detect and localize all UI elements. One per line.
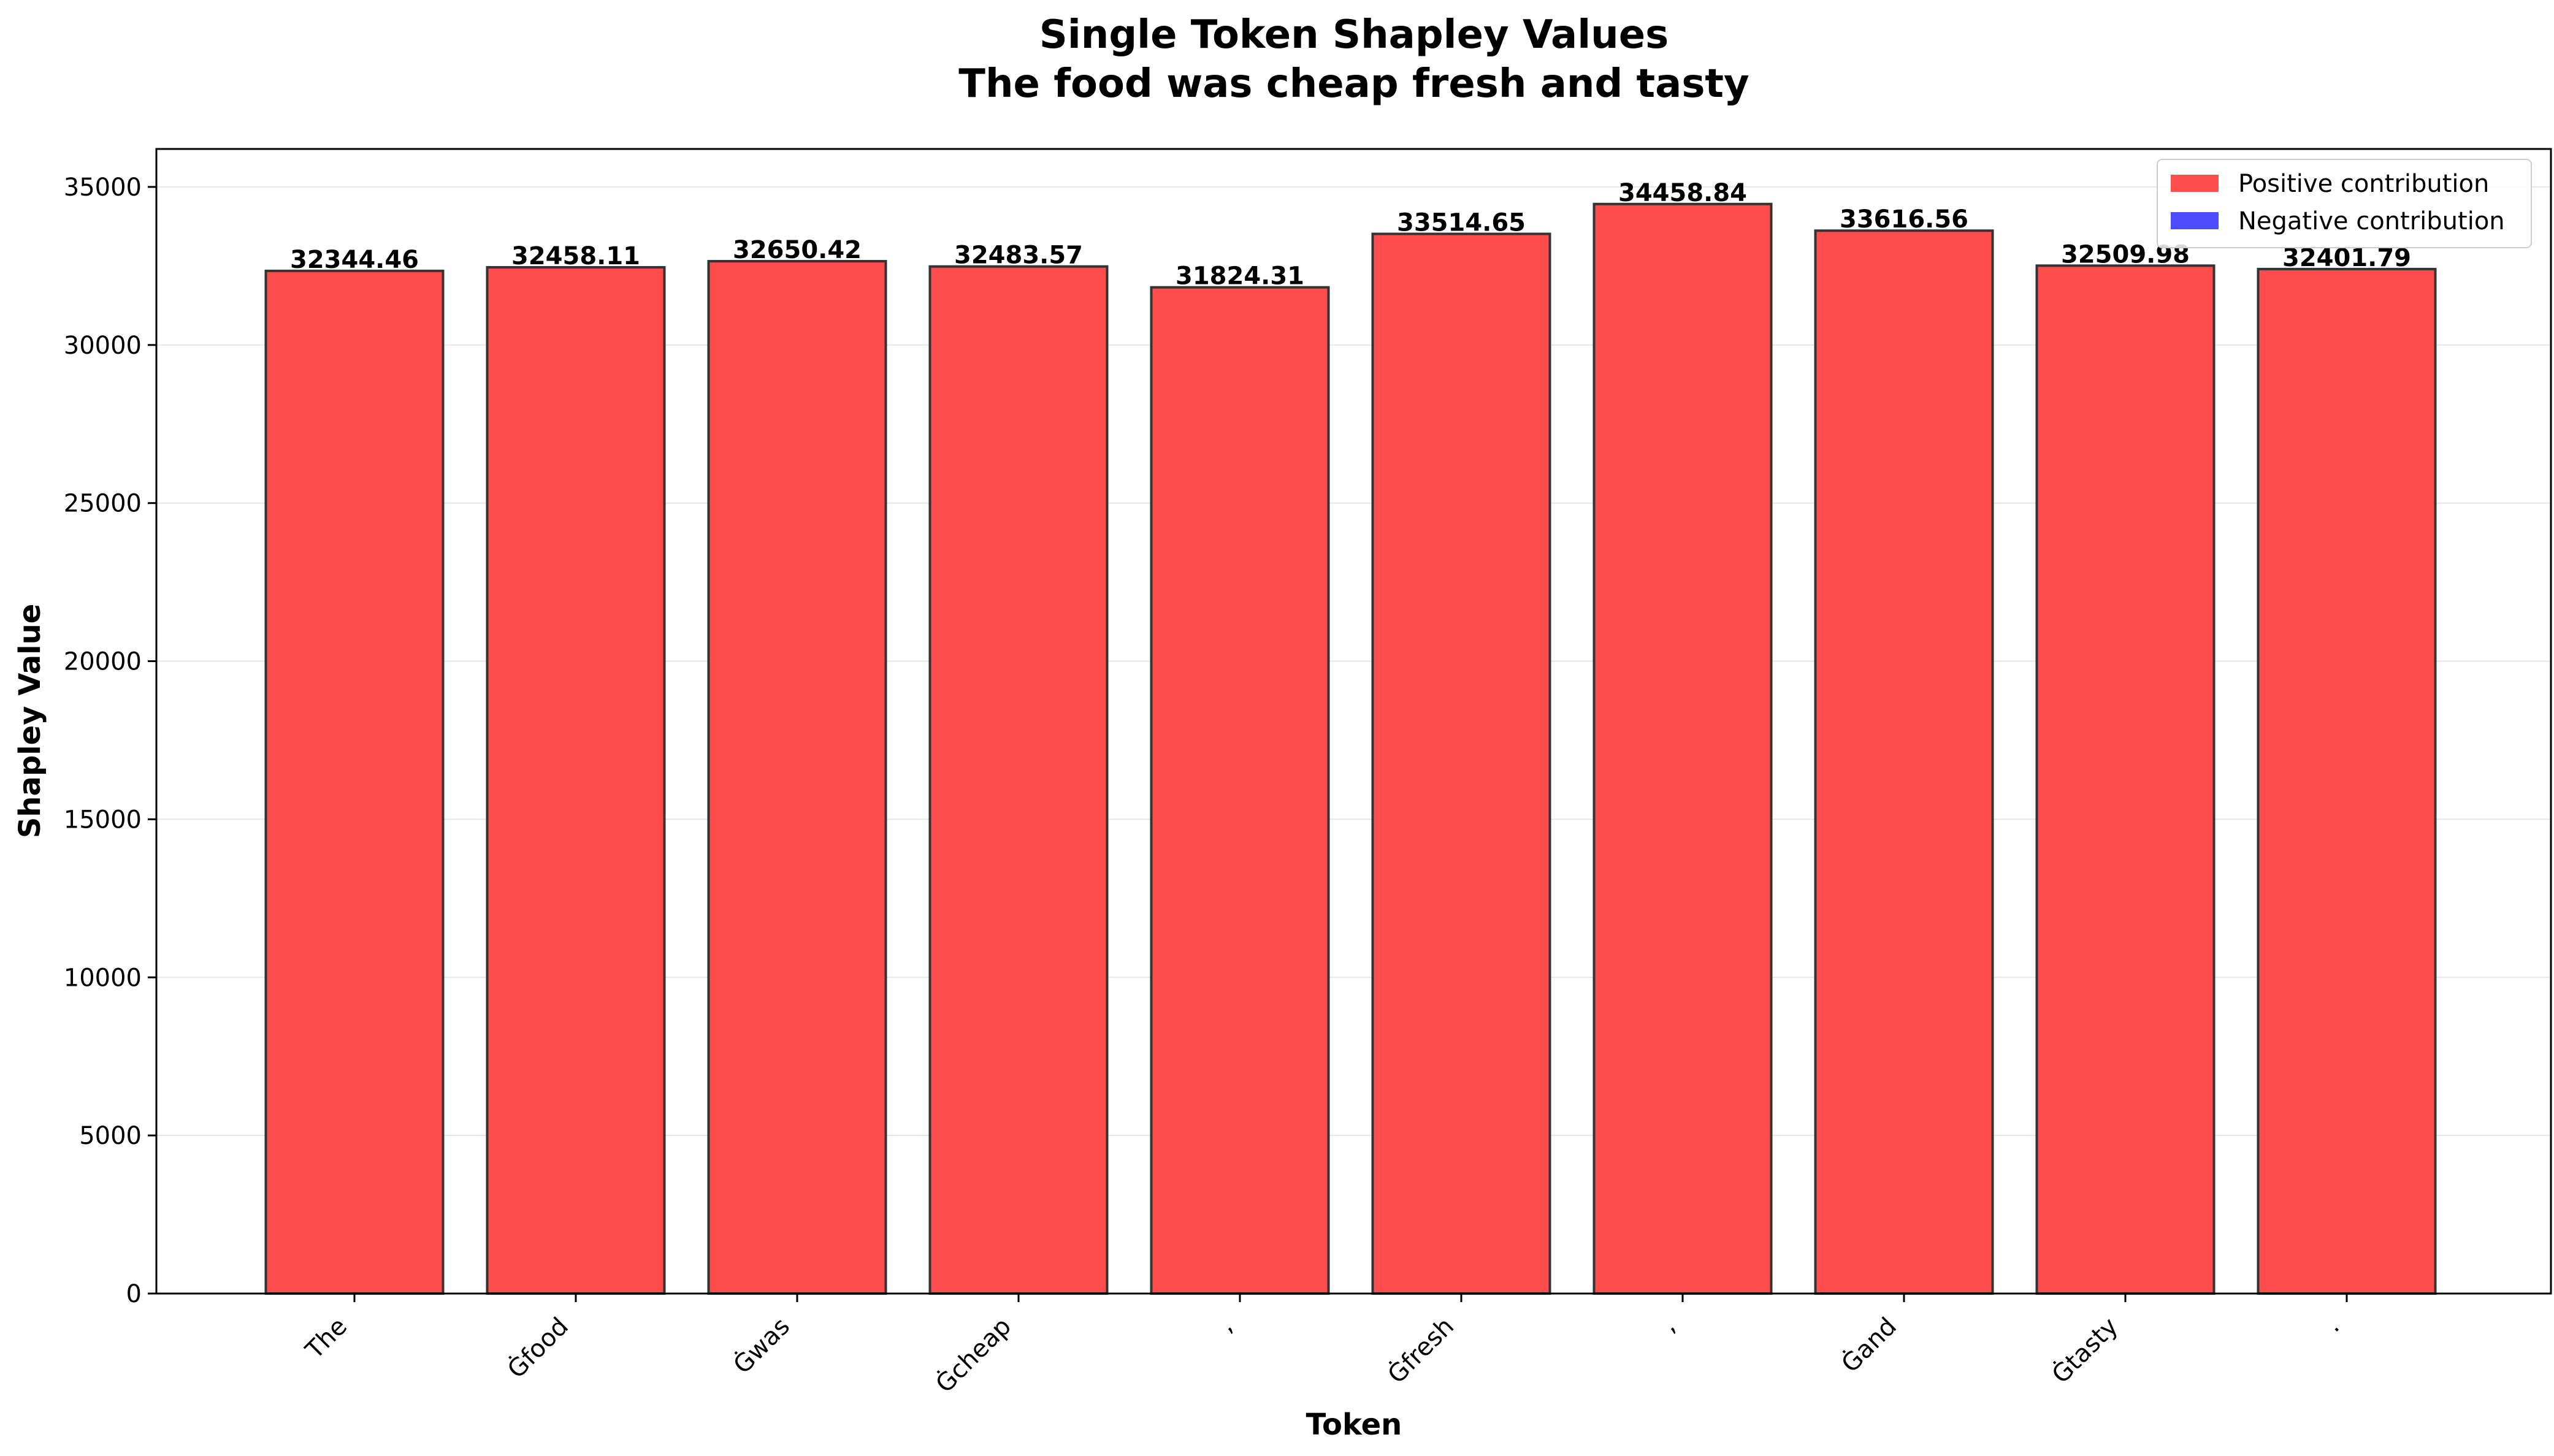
bar-value-label: 33514.65 <box>1397 208 1526 237</box>
bar-series <box>264 202 2437 1295</box>
bar <box>2257 267 2437 1295</box>
bar <box>928 265 1109 1295</box>
x-tick-label: The <box>300 1313 353 1365</box>
bar <box>264 269 445 1295</box>
y-tick-label: 20000 <box>64 648 142 676</box>
x-tick-label: , <box>1213 1313 1239 1338</box>
bar-value-label: 34458.84 <box>1618 179 1747 207</box>
bar-value-label: 31824.31 <box>1176 262 1304 291</box>
x-tick-label: Ġwas <box>727 1311 795 1379</box>
bar-value-label: 32650.42 <box>733 236 862 264</box>
y-tick-label: 0 <box>126 1280 142 1308</box>
y-tick-label: 30000 <box>64 332 142 360</box>
x-tick-label: . <box>2320 1313 2346 1338</box>
bar-value-label: 32483.57 <box>954 242 1083 270</box>
plot-frame <box>155 148 2552 1295</box>
legend-box <box>2157 159 2532 248</box>
bar <box>707 260 887 1295</box>
x-axis-ticks: The Ġfood Ġwas Ġcheap, Ġfresh, Ġand Ġtasty. <box>300 1294 2348 1398</box>
bar <box>1814 229 1994 1295</box>
y-axis-label: Shapley Value <box>13 604 47 839</box>
y-tick-label: 15000 <box>64 806 142 834</box>
legend: Positive contribution Negative contribut… <box>2157 159 2532 248</box>
y-axis-ticks: 0 5000 10000 15000 20000 25000 30000 35000 <box>64 173 156 1308</box>
bar-value-label: 33616.56 <box>1840 205 1968 234</box>
y-tick-label: 5000 <box>79 1122 142 1150</box>
y-tick-label: 35000 <box>64 173 142 202</box>
legend-swatch-positive <box>2171 175 2219 192</box>
x-axis-label: Token <box>1306 1408 1402 1442</box>
bar-value-label: 32401.79 <box>2282 244 2411 272</box>
bar <box>1592 202 1773 1295</box>
bar-value-label: 32344.46 <box>290 246 419 274</box>
chart-title: Single Token Shapley Values <box>1039 12 1669 58</box>
x-tick-label: Ġcheap <box>930 1311 1017 1398</box>
y-tick-label: 25000 <box>64 490 142 518</box>
y-tick-label: 10000 <box>64 964 142 992</box>
bar <box>486 265 666 1295</box>
x-tick-label: Ġfood <box>502 1311 574 1384</box>
x-tick-label: Ġfresh <box>1382 1311 1459 1389</box>
bar <box>1371 232 1551 1295</box>
bar <box>2035 264 2216 1295</box>
legend-label-negative: Negative contribution <box>2238 207 2505 235</box>
x-tick-label: , <box>1656 1313 1681 1338</box>
data-labels: 32344.46 32458.11 32650.42 32483.57 31824.31… <box>290 179 2411 291</box>
chart-subtitle: The food was cheap fresh and tasty <box>958 61 1749 107</box>
x-tick-label: Ġand <box>1835 1311 1902 1378</box>
legend-label-positive: Positive contribution <box>2238 170 2489 198</box>
x-tick-label: Ġtasty <box>2046 1311 2124 1389</box>
bar-value-label: 32458.11 <box>511 242 640 270</box>
legend-swatch-negative <box>2171 212 2219 229</box>
bar <box>1150 286 1330 1295</box>
